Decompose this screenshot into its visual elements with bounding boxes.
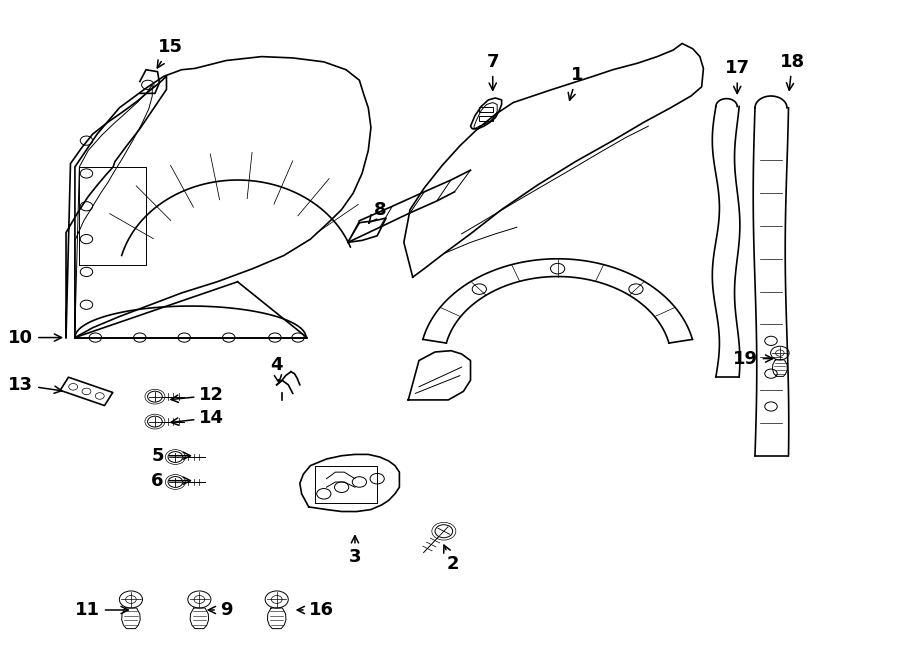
Text: 3: 3 <box>348 536 361 567</box>
Text: 13: 13 <box>8 376 61 394</box>
Text: 11: 11 <box>75 601 128 619</box>
Text: 7: 7 <box>487 53 499 90</box>
Polygon shape <box>347 218 386 242</box>
Bar <box>480 107 492 113</box>
Bar <box>480 116 492 121</box>
Text: 8: 8 <box>369 201 386 223</box>
Text: 14: 14 <box>171 408 224 426</box>
Text: 2: 2 <box>444 545 459 573</box>
Text: 15: 15 <box>158 38 183 68</box>
Text: 16: 16 <box>297 601 334 619</box>
Text: 6: 6 <box>151 471 191 490</box>
Text: 18: 18 <box>779 53 805 90</box>
Text: 12: 12 <box>171 387 224 404</box>
Text: 19: 19 <box>733 350 773 367</box>
Text: 9: 9 <box>208 601 232 619</box>
Text: 4: 4 <box>271 356 283 383</box>
Text: 10: 10 <box>8 328 61 347</box>
Text: 5: 5 <box>151 447 191 465</box>
Text: 17: 17 <box>724 60 750 93</box>
Text: 1: 1 <box>568 66 583 100</box>
